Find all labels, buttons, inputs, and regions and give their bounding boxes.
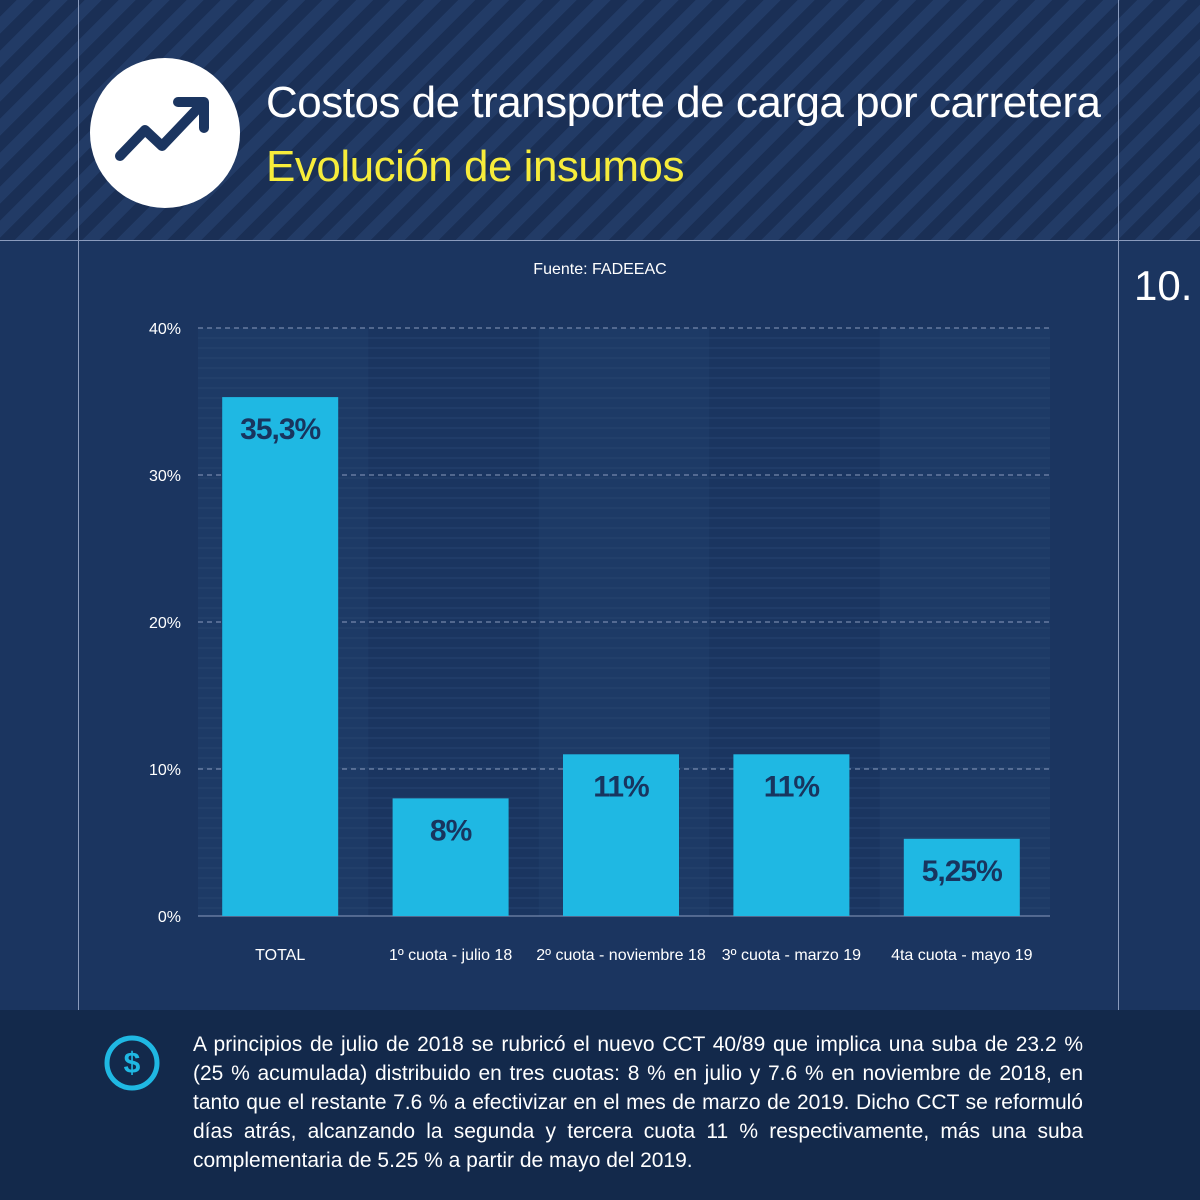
y-tick-label: 0%	[158, 909, 181, 926]
bar-value-label: 11%	[764, 770, 820, 803]
x-tick-label: 1º cuota - julio 18	[389, 947, 512, 964]
left-frame-line	[78, 0, 79, 1010]
x-tick-label: TOTAL	[255, 947, 305, 964]
bar	[392, 798, 509, 916]
footer-description: A principios de julio de 2018 se rubricó…	[193, 1033, 1083, 1172]
bar	[903, 838, 1020, 916]
header-banner: Costos de transporte de carga por carret…	[0, 0, 1200, 240]
logo-circle	[90, 58, 240, 208]
page-number: 10.	[1134, 262, 1193, 309]
y-tick-label: 20%	[149, 615, 181, 632]
footer-panel	[0, 1010, 1200, 1200]
bar	[563, 754, 679, 916]
svg-text:$: $	[124, 1047, 141, 1080]
bar	[222, 397, 339, 917]
y-tick-label: 30%	[149, 468, 181, 485]
bar-value-label: 5,25%	[922, 855, 1002, 888]
bar	[733, 754, 850, 916]
header-divider	[0, 240, 1200, 241]
bar-value-label: 11%	[593, 770, 649, 803]
bar-chart: 0% 10% 20% 30% 40% 35,3% TOTAL 8% 1º cuota - jul…	[149, 321, 1050, 964]
page-subtitle: Evolución de insumos	[266, 142, 685, 191]
x-tick-label: 4ta cuota - mayo 19	[891, 947, 1033, 964]
right-frame-line	[1118, 0, 1119, 1010]
bar-value-label: 8%	[430, 814, 472, 847]
y-tick-label: 10%	[149, 762, 181, 779]
chart-source: Fuente: FADEEAC	[533, 261, 667, 278]
x-tick-label: 3º cuota - marzo 19	[722, 947, 861, 964]
bar-value-label: 35,3%	[240, 413, 320, 446]
y-tick-label: 40%	[149, 321, 181, 338]
page-title: Costos de transporte de carga por carret…	[266, 78, 1101, 127]
trending-up-icon	[115, 97, 209, 161]
dollar-icon: $	[104, 1035, 160, 1091]
x-tick-label: 2º cuota - noviembre 18	[536, 947, 706, 964]
